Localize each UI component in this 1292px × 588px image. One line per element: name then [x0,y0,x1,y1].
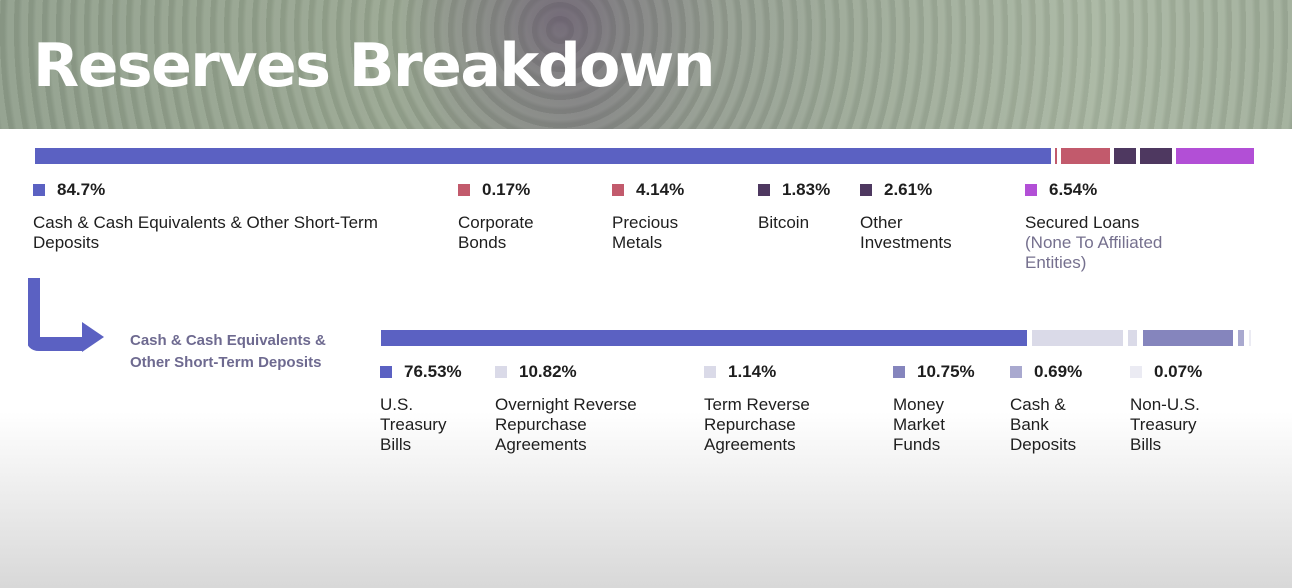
bar-segment-precious-metals [1060,148,1111,164]
bar-segment-term-reverse-repurchase-agreements [1127,330,1138,346]
legend-percentage: 4.14% [636,180,685,199]
legend-label: Other Investments [860,213,952,252]
legend-percentage: 0.07% [1154,362,1203,381]
bar-segment-secured-loans [1175,148,1254,164]
legend-item-u-s-treasury-bills: 76.53% U.S. Treasury Bills [380,362,462,455]
bar-segment-cash-bank-deposits [1238,330,1244,346]
legend-swatch [458,184,470,196]
bar-segment-u-s-treasury-bills [381,330,1027,346]
legend-item-cash-cash-equivalents-other-short-term-deposits: 84.7% Cash & Cash Equivalents & Other Sho… [33,180,378,253]
legend-item-corporate-bonds: 0.17% Corporate Bonds [458,180,534,253]
legend-item-other-investments: 2.61% Other Investments [860,180,952,253]
legend-label: Cash & Bank Deposits [1010,395,1077,454]
legend-swatch [380,366,392,378]
bar-segment-other-investments [1140,148,1172,164]
header-banner: Reserves Breakdown [0,0,1292,129]
cash-equivalents-stacked-bar [381,330,1251,346]
legend-swatch [33,184,45,196]
legend-percentage: 6.54% [1049,180,1098,199]
legend-percentage: 84.7% [57,180,106,199]
legend-label: Non-U.S. Treasury Bills [1130,395,1200,454]
bar-segment-cash-cash-equivalents-other-short-term-deposits [35,148,1051,164]
reserves-stacked-bar [35,148,1254,164]
legend-label: U.S. Treasury Bills [380,395,447,454]
legend-item-term-reverse-repurchase-agreements: 1.14% Term Reverse Repurchase Agreements [704,362,810,455]
legend-label: Overnight Reverse Repurchase Agreements [495,395,637,454]
bar-segment-corporate-bonds [1054,148,1057,164]
legend-percentage: 0.17% [482,180,531,199]
legend-label: Cash & Cash Equivalents & Other Short-Te… [33,213,378,252]
legend-label: Bitcoin [758,213,810,232]
legend-percentage: 0.69% [1034,362,1083,381]
sub-chart-label: Cash & Cash Equivalents & Other Short-Te… [130,332,326,371]
legend-swatch [1010,366,1022,378]
legend-percentage: 76.53% [404,362,462,381]
legend-percentage: 10.82% [519,362,577,381]
legend-swatch [860,184,872,196]
legend-swatch [893,366,905,378]
legend-swatch [1025,184,1037,196]
legend-percentage: 1.83% [782,180,831,199]
legend-label: Term Reverse Repurchase Agreements [704,395,810,454]
legend-item-money-market-funds: 10.75% Money Market Funds [893,362,975,455]
legend-swatch [612,184,624,196]
bar-segment-non-u-s-treasury-bills [1249,330,1251,346]
legend-swatch [704,366,716,378]
bar-segment-bitcoin [1114,148,1137,164]
page-title: Reserves Breakdown [33,31,716,101]
legend-item-overnight-reverse-repurchase-agreements: 10.82% Overnight Reverse Repurchase Agreeme… [495,362,637,455]
bar-segment-money-market-funds [1142,330,1234,346]
bar-segment-overnight-reverse-repurchase-agreements [1031,330,1123,346]
legend-swatch [1130,366,1142,378]
legend-percentage: 2.61% [884,180,933,199]
legend-percentage: 10.75% [917,362,975,381]
legend-item-secured-loans: 6.54% Secured Loans (None To Affiliated Ent… [1025,180,1162,273]
legend-label: Precious Metals [612,213,679,252]
legend-percentage: 1.14% [728,362,777,381]
legend-label: Secured Loans (None To Affiliated Entities… [1025,213,1163,272]
legend-swatch [495,366,507,378]
legend-item-cash-bank-deposits: 0.69% Cash & Bank Deposits [1010,362,1082,455]
legend-label: Money Market Funds [893,395,945,454]
legend-item-non-u-s-treasury-bills: 0.07% Non-U.S. Treasury Bills [1130,362,1202,455]
legend-item-precious-metals: 4.14% Precious Metals [612,180,684,253]
legend-label: Corporate Bonds [458,213,534,252]
legend-item-bitcoin: 1.83% Bitcoin [758,180,830,233]
legend-swatch [758,184,770,196]
down-right-arrow-icon [28,278,104,352]
